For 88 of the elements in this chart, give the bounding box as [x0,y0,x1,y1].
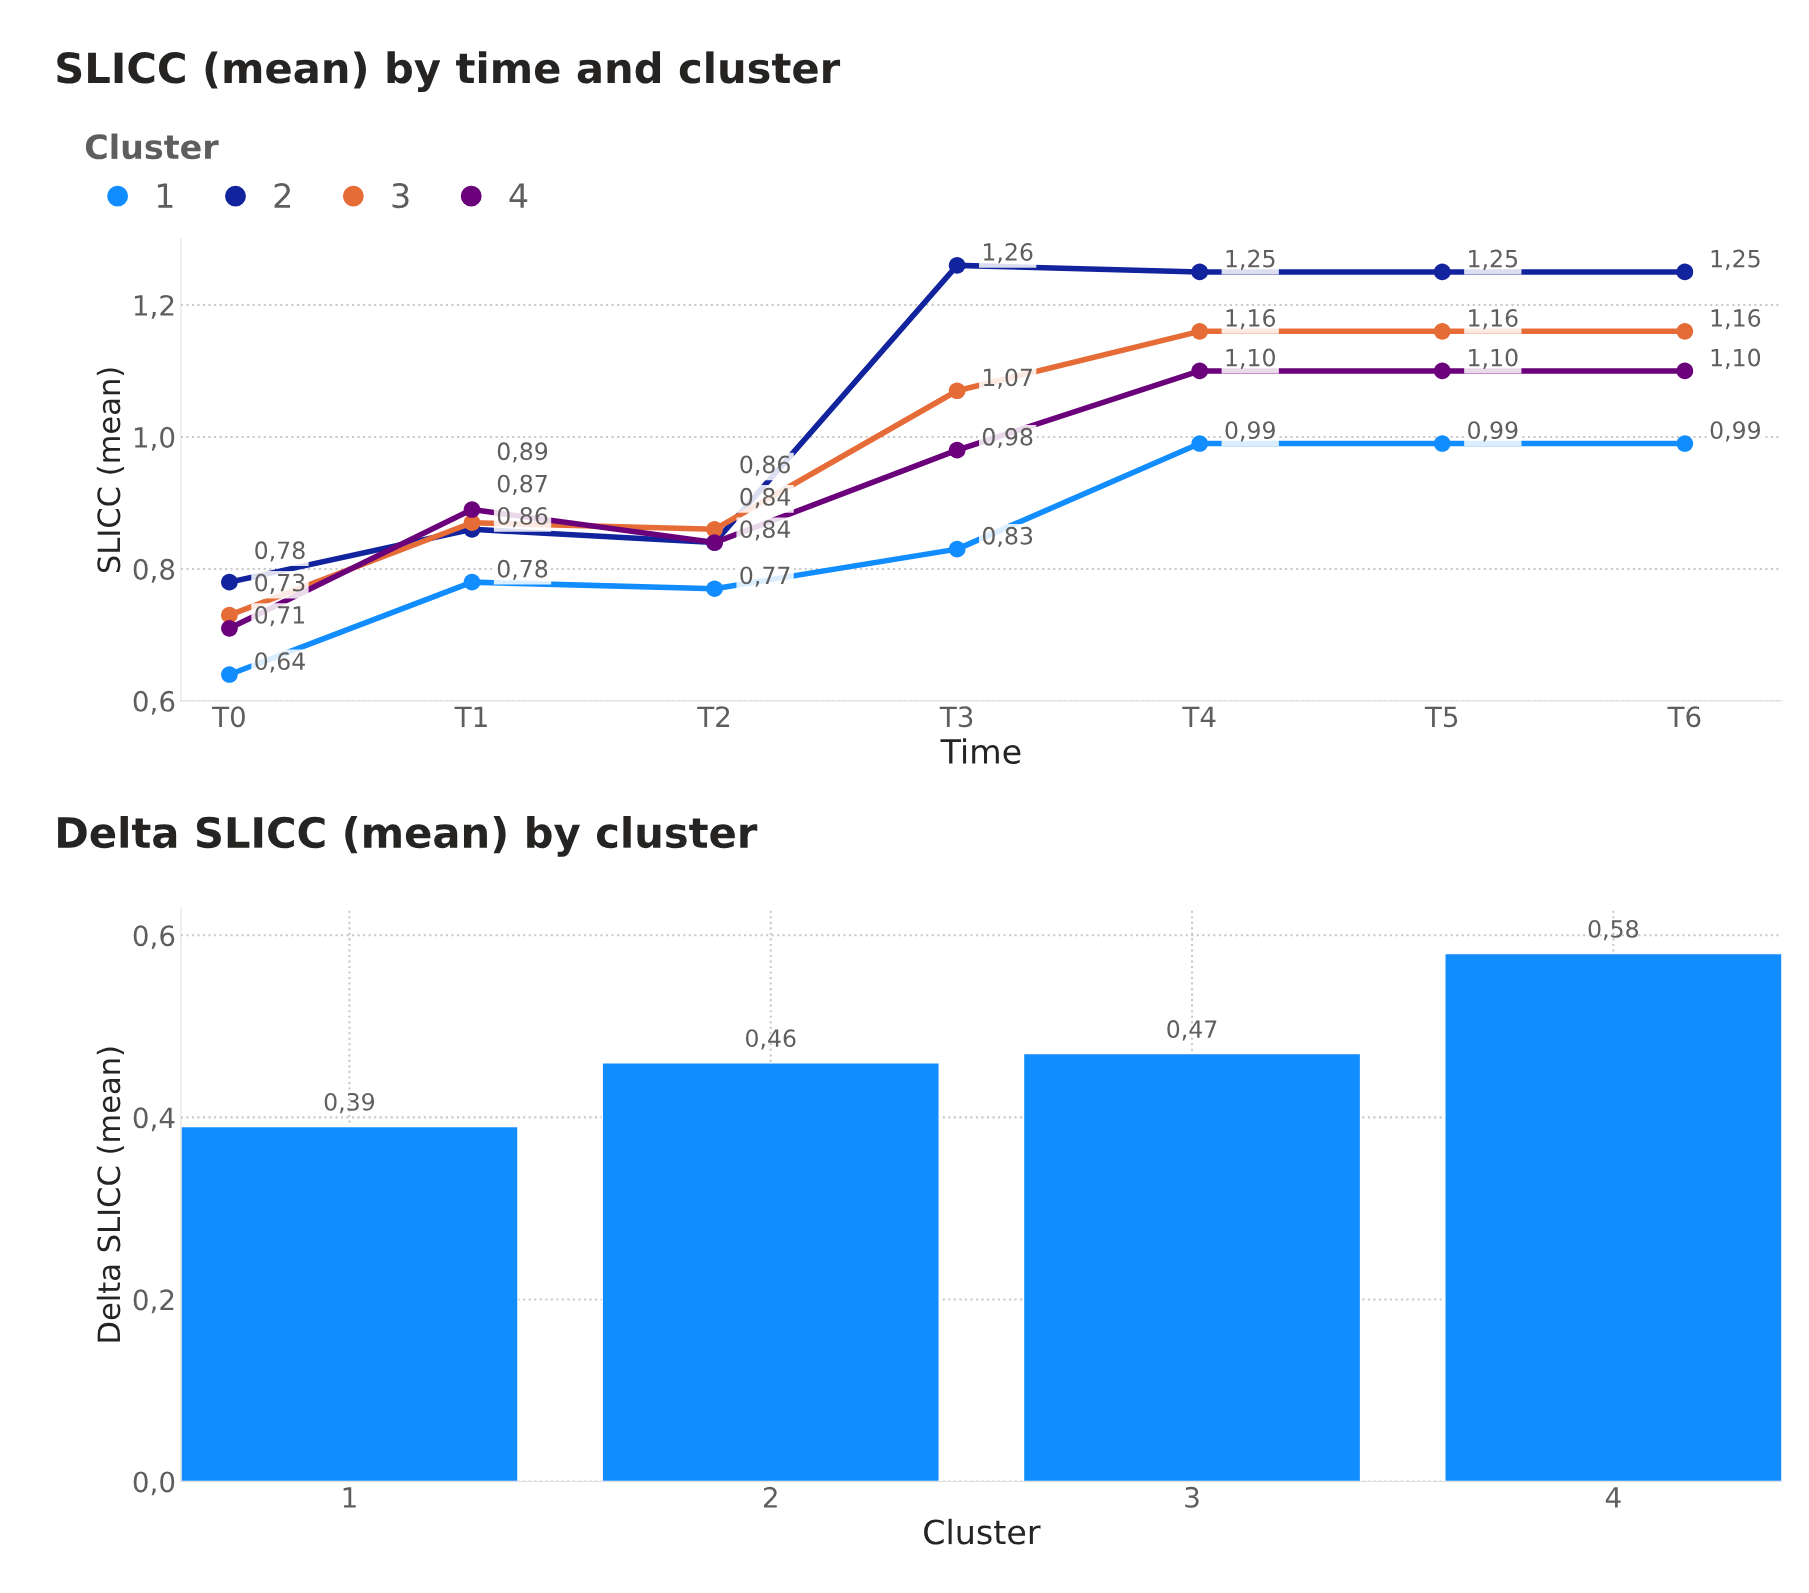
point [221,666,238,683]
point [948,257,966,274]
x-tick-label: T3 [939,706,973,728]
point [948,382,966,400]
data-label: 0,87 [497,474,547,495]
x-tick-label: T0 [212,706,245,728]
data-label: 0,78 [255,541,305,562]
y-tick-label: 0,4 [133,1107,175,1132]
chart-title: SLICC (mean) by time and cluster [57,51,841,93]
x-tick-label: 4 [1605,1487,1621,1508]
data-label: 0,46 [746,1029,796,1050]
data-label: 1,25 [1469,249,1518,270]
legend-label: 4 [509,183,528,208]
bar [180,1125,519,1482]
x-tick-label: 2 [763,1486,777,1508]
point [1433,435,1451,452]
data-label: 0,47 [1167,1020,1217,1041]
x-tick-label: T4 [1182,706,1216,727]
y-tick-label: 0,0 [133,1471,175,1496]
data-label: 0,86 [740,455,790,476]
data-label: 1,25 [1226,249,1275,270]
data-label: 0,84 [740,520,791,541]
point [1191,263,1209,281]
point [1676,435,1694,452]
x-tick-label: 3 [1185,1486,1199,1508]
data-label: 0,98 [982,427,1033,449]
data-label: 1,26 [983,243,1033,264]
point [1433,263,1451,281]
data-label: 0,39 [324,1092,375,1114]
point [221,573,238,591]
point [221,619,238,637]
point [1676,323,1694,340]
data-label: 1,10 [1711,348,1761,369]
y-tick-label: 1,0 [134,426,175,451]
y-tick-label: 0,6 [133,690,175,715]
data-label: 1,10 [1469,348,1518,369]
x-axis-title: Time [940,738,1021,765]
point [463,573,481,591]
data-label: 0,58 [1588,919,1639,941]
point [948,441,966,459]
point [463,501,481,518]
bar [1022,1052,1362,1482]
data-label: 0,99 [1225,421,1275,442]
x-tick-label: T5 [1424,706,1458,728]
y-tick-label: 0,6 [133,925,175,950]
data-label: 1,16 [1469,309,1518,330]
x-tick-label: T2 [697,706,730,727]
data-label: 0,73 [255,573,305,594]
point [1191,323,1209,340]
point [1676,263,1694,281]
y-tick-label: 0,8 [133,558,175,583]
legend-title: Cluster [85,133,219,160]
x-tick-label: 1 [343,1487,356,1508]
point [1433,362,1451,380]
data-label: 0,64 [255,652,305,673]
data-label: 0,77 [740,566,790,587]
y-axis-title: Delta SLICC (mean) [96,1047,124,1342]
data-label: 0,99 [1468,421,1518,442]
data-label: 0,71 [255,606,305,627]
legend-label: 1 [157,183,173,208]
legend-label: 2 [274,183,291,208]
data-label: 0,84 [740,487,791,509]
data-label: 1,16 [1226,309,1276,330]
data-label: 1,07 [983,368,1032,389]
data-label: 0,86 [497,507,548,528]
data-label: 0,99 [1710,421,1761,442]
point [948,540,966,558]
data-label: 1,10 [1226,348,1275,369]
legend-label: 3 [392,183,409,209]
data-label: 0,78 [497,559,548,581]
y-tick-label: 0,2 [133,1289,174,1314]
x-tick-label: T6 [1667,706,1701,728]
point [1191,435,1209,452]
data-label: 1,25 [1711,249,1760,270]
data-label: 1,16 [1711,309,1761,330]
bar [601,1062,940,1482]
point [1676,362,1694,380]
y-tick-label: 1,2 [134,294,174,319]
point [706,580,723,598]
y-axis-title: SLICC (mean) [96,368,124,573]
chart-title: Delta SLICC (mean) by cluster [58,816,758,857]
bar [1444,952,1782,1482]
data-label: 0,89 [497,442,548,463]
data-label: 0,83 [982,526,1033,548]
x-axis-title: Cluster [924,1518,1041,1545]
point [1433,323,1451,340]
x-tick-label: T1 [454,706,487,727]
point [1191,362,1209,380]
